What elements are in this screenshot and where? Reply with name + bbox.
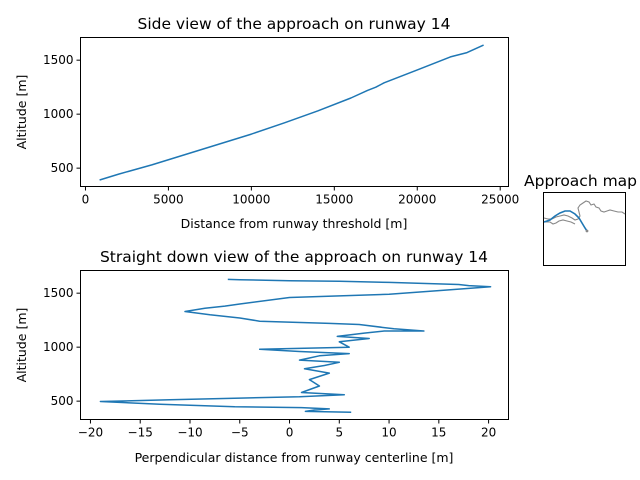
x-axis: 0 5000 10000 15000 20000 25000 xyxy=(82,186,519,207)
x-tick-label: −10 xyxy=(177,426,202,440)
x-tick-label: 5000 xyxy=(153,193,184,207)
y-tick-label: 1000 xyxy=(43,340,74,354)
x-axis-label: Perpendicular distance from runway cente… xyxy=(135,450,454,465)
x-tick-label: 25000 xyxy=(481,193,519,207)
chart-plot-area xyxy=(99,44,484,181)
x-tick-label: −20 xyxy=(78,426,103,440)
y-tick-label: 500 xyxy=(51,394,74,408)
map-coastline xyxy=(543,200,626,225)
x-tick-label: −5 xyxy=(231,426,249,440)
map-runway-marker xyxy=(585,229,589,233)
chart-frame xyxy=(80,270,509,420)
x-axis-label: Distance from runway threshold [m] xyxy=(181,216,408,231)
chart-title: Side view of the approach on runway 14 xyxy=(137,15,450,33)
map-frame xyxy=(543,192,626,266)
y-axis-label: Altitude [m] xyxy=(14,75,29,150)
y-axis: 500 1000 1500 xyxy=(43,286,81,408)
x-tick-label: −15 xyxy=(128,426,153,440)
series-line xyxy=(99,278,492,413)
x-tick-label: 15 xyxy=(431,426,446,440)
chart-plot-area xyxy=(99,278,492,413)
x-axis: −20 −15 −10 −5 0 5 10 15 20 xyxy=(78,419,496,440)
y-axis-label: Altitude [m] xyxy=(14,308,29,383)
y-tick-label: 1500 xyxy=(43,53,74,67)
y-tick-label: 500 xyxy=(51,161,74,175)
chart-side-view: Side view of the approach on runway 14 0… xyxy=(14,15,519,231)
x-tick-label: 0 xyxy=(286,426,294,440)
x-tick-label: 20000 xyxy=(398,193,436,207)
map-approach-track xyxy=(543,210,588,232)
chart-frame xyxy=(80,37,509,187)
y-tick-label: 1500 xyxy=(43,286,74,300)
approach-map: Approach map xyxy=(524,172,637,266)
y-tick-label: 1000 xyxy=(43,107,74,121)
x-tick-label: 15000 xyxy=(315,193,353,207)
x-tick-label: 20 xyxy=(481,426,496,440)
x-tick-label: 0 xyxy=(82,193,90,207)
map-title: Approach map xyxy=(524,172,637,190)
x-tick-label: 10000 xyxy=(232,193,270,207)
x-tick-label: 10 xyxy=(381,426,396,440)
chart-title: Straight down view of the approach on ru… xyxy=(100,248,488,266)
chart-top-view: Straight down view of the approach on ru… xyxy=(14,248,509,465)
y-axis: 500 1000 1500 xyxy=(43,53,81,175)
series-line xyxy=(99,44,484,181)
x-tick-label: 5 xyxy=(335,426,343,440)
